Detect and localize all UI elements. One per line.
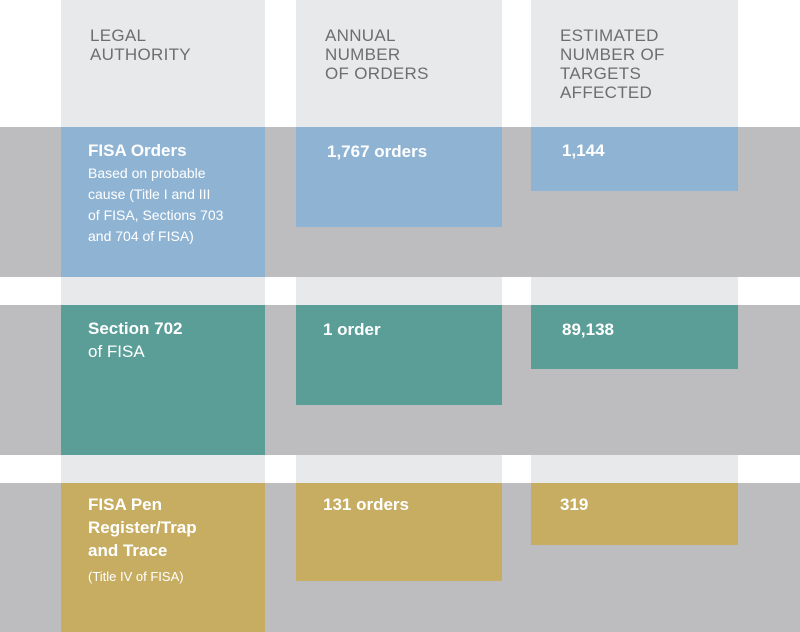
orders-value: 131 orders bbox=[323, 495, 409, 514]
orders-value: 1 order bbox=[323, 320, 381, 339]
authority-cell-fisa-orders: FISA Orders Based on probable cause (Tit… bbox=[61, 127, 265, 277]
targets-value: 89,138 bbox=[562, 320, 614, 339]
authority-title: FISA Orders bbox=[88, 141, 187, 160]
authority-detail: of FISA bbox=[88, 342, 145, 361]
targets-value: 1,144 bbox=[562, 141, 605, 160]
orders-cell-section-702: 1 order bbox=[296, 305, 502, 405]
authority-cell-section-702: Section 702 of FISA bbox=[61, 305, 265, 455]
targets-value: 319 bbox=[560, 495, 589, 514]
authority-detail: Based on probable cause (Title I and III… bbox=[88, 165, 224, 244]
targets-cell-pen-register: 319 bbox=[531, 483, 738, 545]
header-annual-orders: ANNUAL NUMBER OF ORDERS bbox=[325, 26, 429, 83]
orders-value: 1,767 orders bbox=[327, 142, 428, 161]
header-targets-affected: ESTIMATED NUMBER OF TARGETS AFFECTED bbox=[560, 26, 665, 102]
authority-title: Section 702 bbox=[88, 319, 183, 338]
targets-cell-fisa-orders: 1,144 bbox=[531, 127, 738, 191]
orders-cell-pen-register: 131 orders bbox=[296, 483, 502, 581]
authority-cell-pen-register: FISA Pen Register/Trap and Trace (Title … bbox=[61, 483, 265, 632]
authority-detail: (Title IV of FISA) bbox=[88, 569, 184, 584]
targets-cell-section-702: 89,138 bbox=[531, 305, 738, 369]
authority-title: FISA Pen Register/Trap and Trace bbox=[88, 495, 197, 560]
header-legal-authority: LEGAL AUTHORITY bbox=[90, 26, 191, 64]
orders-cell-fisa-orders: 1,767 orders bbox=[296, 127, 502, 227]
